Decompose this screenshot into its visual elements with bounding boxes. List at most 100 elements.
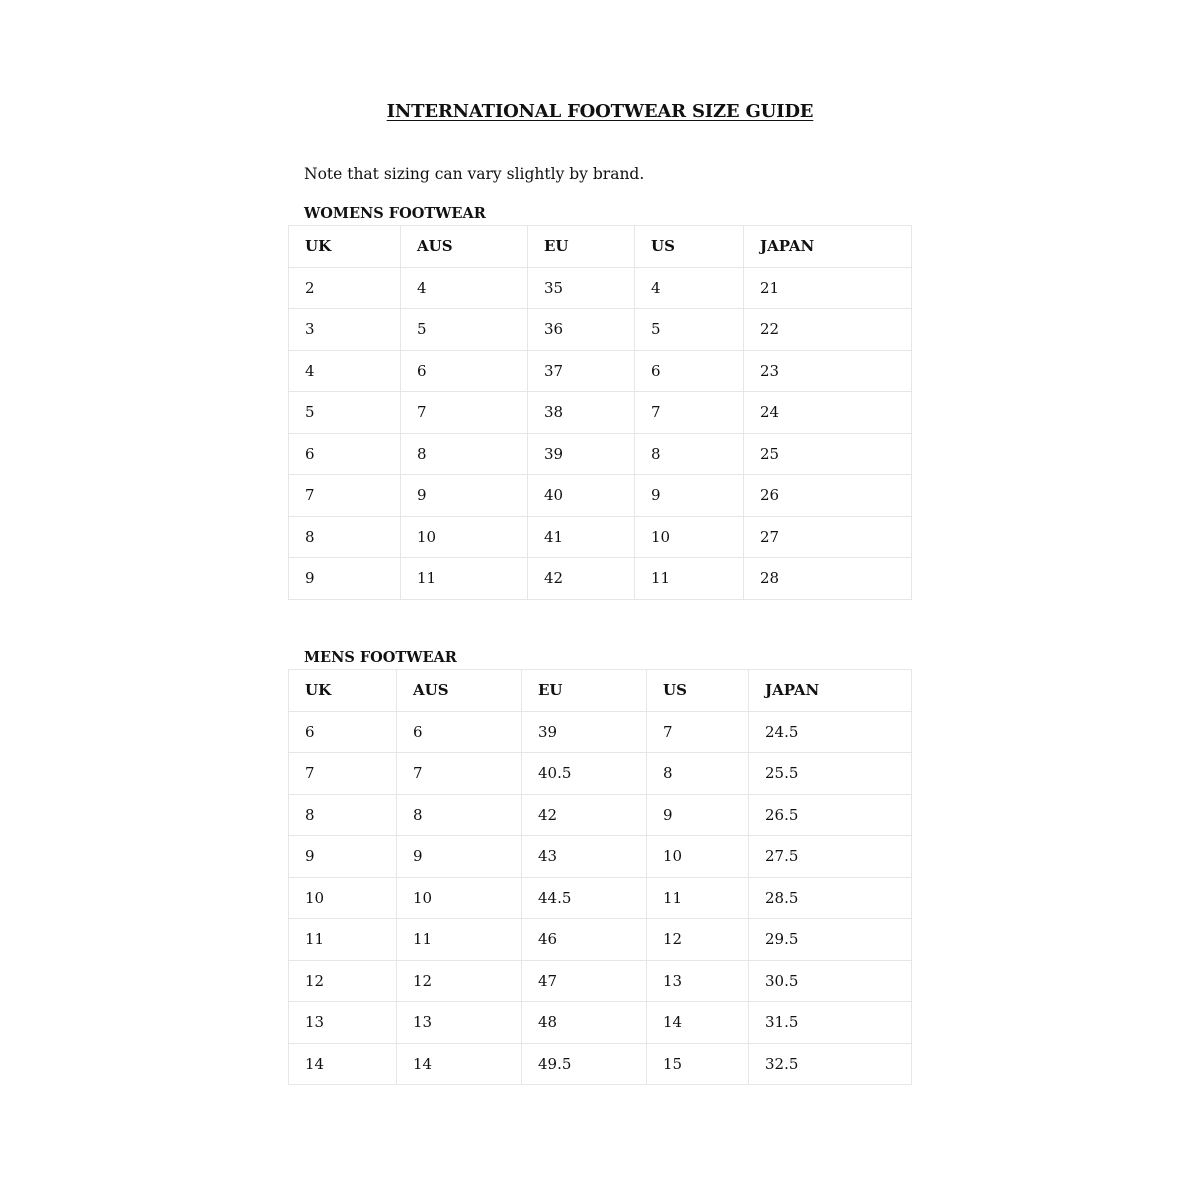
table-cell: 12 [646, 918, 749, 961]
table-row: 7 7 40.5 8 25.5 [288, 752, 912, 795]
table-cell: 44.5 [521, 876, 647, 919]
table-cell: 32.5 [748, 1042, 912, 1085]
column-header: JAPAN [743, 225, 912, 268]
table-cell: 42 [521, 793, 647, 836]
table-cell: 39 [527, 432, 635, 475]
table-cell: 14 [396, 1042, 522, 1085]
table-cell: 26 [743, 474, 912, 517]
table-row: 9 11 42 11 28 [288, 557, 912, 600]
table-cell: 8 [288, 793, 397, 836]
table-cell: 7 [634, 391, 744, 434]
table-row: 6 8 39 8 25 [288, 432, 912, 475]
mens-heading: MENS FOOTWEAR [304, 649, 457, 666]
table-cell: 9 [400, 474, 528, 517]
header-row: UK AUS EU US JAPAN [288, 225, 912, 268]
column-header: AUS [400, 225, 528, 268]
column-header: EU [521, 669, 647, 712]
table-cell: 13 [288, 1001, 397, 1044]
column-header: EU [527, 225, 635, 268]
table-cell: 25 [743, 432, 912, 475]
table-cell: 15 [646, 1042, 749, 1085]
table-cell: 11 [646, 876, 749, 919]
table-cell: 43 [521, 835, 647, 878]
table-cell: 28.5 [748, 876, 912, 919]
table-cell: 6 [634, 349, 744, 392]
table-cell: 35 [527, 266, 635, 309]
table-cell: 14 [288, 1042, 397, 1085]
table-cell: 9 [288, 557, 401, 600]
table-cell: 8 [288, 515, 401, 558]
table-cell: 38 [527, 391, 635, 434]
table-cell: 42 [527, 557, 635, 600]
table-cell: 25.5 [748, 752, 912, 795]
table-cell: 2 [288, 266, 401, 309]
table-cell: 27 [743, 515, 912, 558]
table-cell: 10 [646, 835, 749, 878]
sizing-note: Note that sizing can vary slightly by br… [304, 165, 645, 183]
table-cell: 7 [396, 752, 522, 795]
table-cell: 10 [396, 876, 522, 919]
table-cell: 4 [634, 266, 744, 309]
table-cell: 24.5 [748, 710, 912, 753]
table-cell: 21 [743, 266, 912, 309]
table-cell: 8 [396, 793, 522, 836]
table-cell: 37 [527, 349, 635, 392]
table-cell: 12 [396, 959, 522, 1002]
table-cell: 10 [400, 515, 528, 558]
column-header: JAPAN [748, 669, 912, 712]
table-row: 2 4 35 4 21 [288, 266, 912, 309]
table-cell: 41 [527, 515, 635, 558]
table-row: 13 13 48 14 31.5 [288, 1001, 912, 1044]
table-cell: 46 [521, 918, 647, 961]
table-cell: 10 [634, 515, 744, 558]
table-cell: 14 [646, 1001, 749, 1044]
table-cell: 3 [288, 308, 401, 351]
table-cell: 11 [288, 918, 397, 961]
table-cell: 7 [400, 391, 528, 434]
table-cell: 47 [521, 959, 647, 1002]
table-row: 9 9 43 10 27.5 [288, 835, 912, 878]
column-header: AUS [396, 669, 522, 712]
table-cell: 24 [743, 391, 912, 434]
table-cell: 11 [634, 557, 744, 600]
womens-size-table: UK AUS EU US JAPAN 2 4 35 4 21 3 5 36 5 22 4 6 37 6 23 5 7 38 7… [288, 225, 912, 600]
table-cell: 9 [646, 793, 749, 836]
table-cell: 6 [288, 710, 397, 753]
table-cell: 9 [634, 474, 744, 517]
table-cell: 36 [527, 308, 635, 351]
table-cell: 6 [400, 349, 528, 392]
table-row: 10 10 44.5 11 28.5 [288, 876, 912, 919]
table-row: 11 11 46 12 29.5 [288, 918, 912, 961]
table-row: 4 6 37 6 23 [288, 349, 912, 392]
table-cell: 5 [400, 308, 528, 351]
table-cell: 12 [288, 959, 397, 1002]
table-cell: 13 [646, 959, 749, 1002]
table-cell: 8 [400, 432, 528, 475]
table-cell: 30.5 [748, 959, 912, 1002]
table-cell: 13 [396, 1001, 522, 1044]
table-row: 5 7 38 7 24 [288, 391, 912, 434]
table-cell: 6 [396, 710, 522, 753]
table-cell: 23 [743, 349, 912, 392]
table-cell: 9 [396, 835, 522, 878]
column-header: US [634, 225, 744, 268]
table-row: 7 9 40 9 26 [288, 474, 912, 517]
column-header: UK [288, 225, 401, 268]
table-cell: 11 [396, 918, 522, 961]
table-cell: 8 [634, 432, 744, 475]
table-row: 8 8 42 9 26.5 [288, 793, 912, 836]
table-cell: 31.5 [748, 1001, 912, 1044]
column-header: US [646, 669, 749, 712]
table-cell: 11 [400, 557, 528, 600]
table-cell: 5 [634, 308, 744, 351]
table-cell: 4 [288, 349, 401, 392]
table-cell: 8 [646, 752, 749, 795]
table-cell: 7 [646, 710, 749, 753]
table-cell: 39 [521, 710, 647, 753]
table-row: 6 6 39 7 24.5 [288, 710, 912, 753]
table-cell: 26.5 [748, 793, 912, 836]
column-header: UK [288, 669, 397, 712]
table-cell: 29.5 [748, 918, 912, 961]
table-cell: 9 [288, 835, 397, 878]
table-cell: 22 [743, 308, 912, 351]
